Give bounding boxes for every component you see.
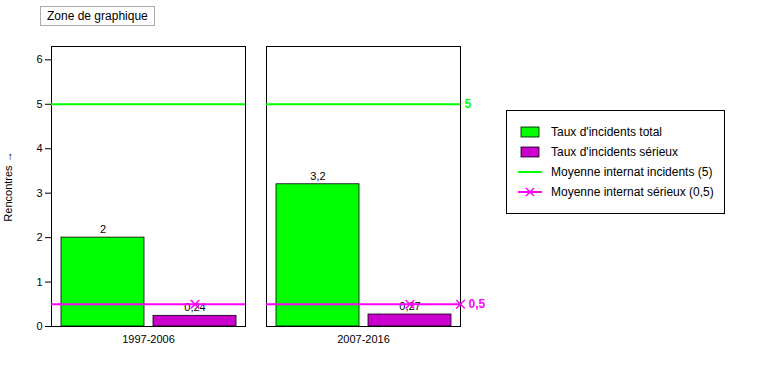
html-text:Taux d'incidents total: Taux d'incidents total [551,125,662,139]
svg-text:0,27: 0,27 [399,300,420,312]
svg-text:4: 4 [36,142,42,154]
svg-text:2: 2 [100,223,106,235]
html-text:Moyenne internat incidents (5): Moyenne internat incidents (5) [551,165,713,179]
svg-text:5: 5 [36,98,42,110]
svg-text:1: 1 [36,276,42,288]
html-text:Zone de graphique: Zone de graphique [47,9,148,23]
svg-text:0,24: 0,24 [184,301,205,313]
svg-text:2007-2016: 2007-2016 [337,333,390,345]
svg-text:0,5: 0,5 [469,297,486,311]
svg-text:1997-2006: 1997-2006 [122,333,175,345]
svg-text:5: 5 [465,97,472,111]
svg-text:6: 6 [36,53,42,65]
html-text:Moyenne internat sérieux (0,5): Moyenne internat sérieux (0,5) [551,185,714,199]
svg-text:2: 2 [36,231,42,243]
svg-text:0: 0 [36,320,42,332]
svg-text:3: 3 [36,187,42,199]
svg-text:Rencontres →: Rencontres → [2,151,14,221]
html-text:Taux d'incidents sérieux: Taux d'incidents sérieux [551,145,678,159]
svg-text:3,2: 3,2 [310,170,325,182]
